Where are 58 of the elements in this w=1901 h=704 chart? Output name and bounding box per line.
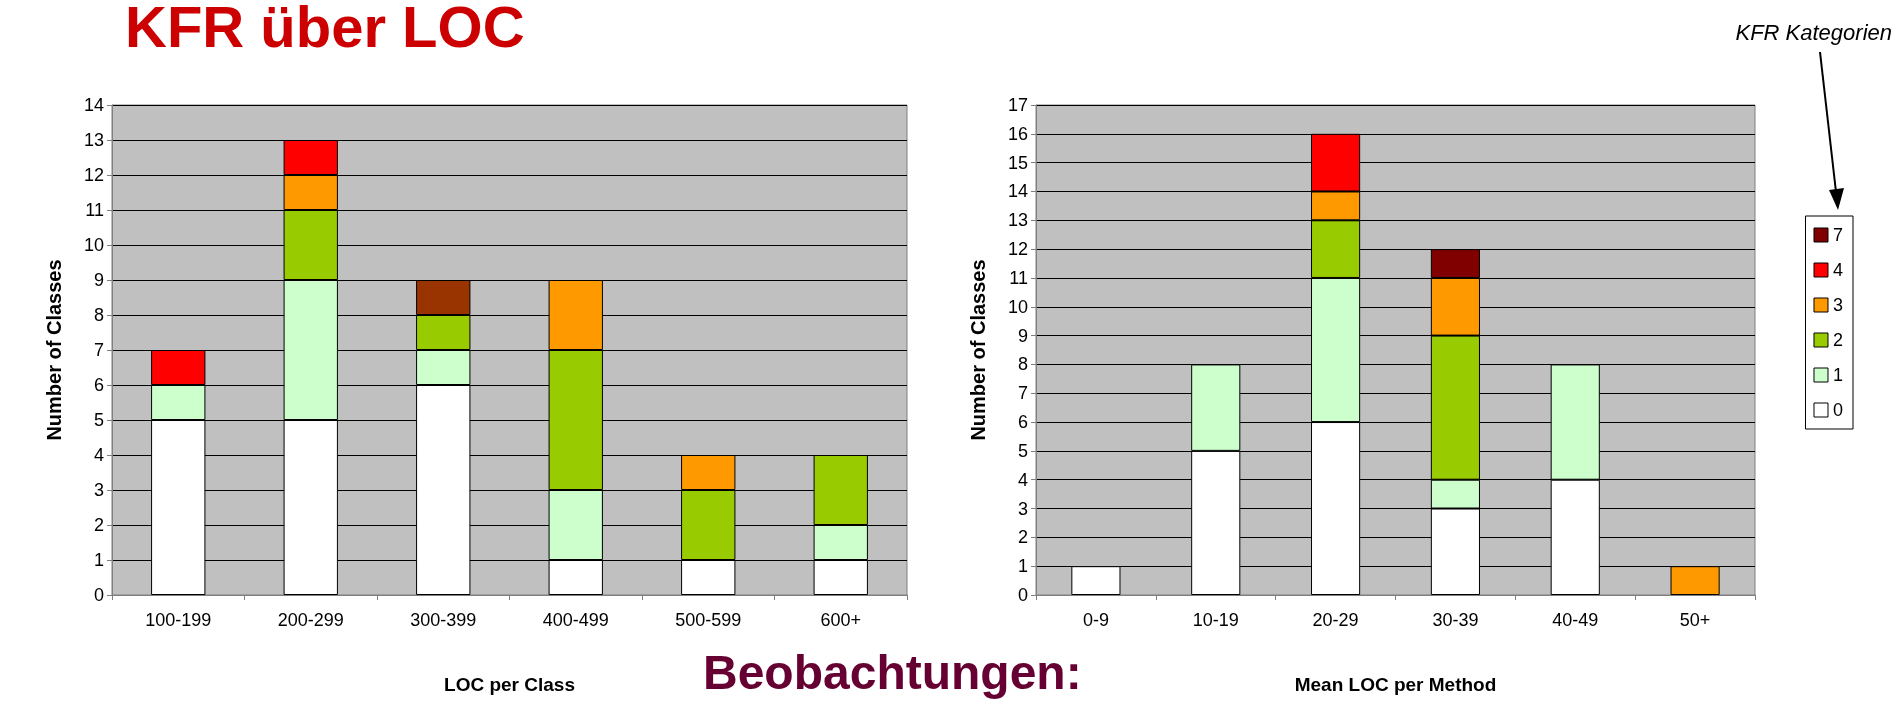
legend-label: 3 (1832, 295, 1843, 315)
legend-label: 7 (1832, 225, 1843, 245)
y-axis-title: Number of Classes (43, 259, 65, 441)
y-tick-label: 12 (83, 165, 104, 185)
y-tick-label: 2 (1017, 527, 1028, 548)
y-tick-label: 11 (1009, 267, 1028, 288)
y-tick-label: 6 (1017, 412, 1028, 433)
x-tick-label: 100-199 (145, 610, 212, 630)
y-tick-label: 1 (1017, 556, 1028, 577)
y-tick-label: 0 (93, 585, 104, 605)
x-tick-label: 500-599 (675, 610, 742, 630)
x-tick-label: 300-399 (410, 610, 477, 630)
y-tick-label: 2 (93, 515, 104, 535)
y-tick-label: 6 (93, 375, 104, 395)
legend-label: 4 (1832, 260, 1843, 280)
legend-label: 1 (1832, 365, 1843, 385)
x-tick-label: 200-299 (277, 610, 344, 630)
y-tick-label: 5 (1017, 440, 1028, 461)
text: Beobachtungen: (703, 645, 1082, 699)
y-tick-label: 9 (1017, 325, 1028, 346)
y-tick-label: 12 (1007, 239, 1028, 260)
x-tick-label: 10-19 (1192, 610, 1239, 630)
y-tick-label: 15 (1007, 152, 1028, 173)
y-tick-label: 4 (93, 445, 104, 465)
y-tick-label: 10 (83, 235, 104, 255)
y-tick-label: 10 (1007, 296, 1028, 317)
legend-label: 2 (1832, 330, 1843, 350)
y-tick-label: 13 (83, 130, 104, 150)
x-tick-label: 30-39 (1432, 610, 1479, 630)
x-tick-label: 20-29 (1312, 610, 1359, 630)
x-tick-label: 0-9 (1082, 610, 1109, 630)
x-tick-label: 600+ (820, 610, 862, 630)
y-tick-label: 7 (93, 340, 104, 360)
legend-label: 0 (1832, 400, 1843, 420)
y-tick-label: 7 (1017, 383, 1028, 404)
y-tick-label: 8 (93, 305, 104, 325)
y-tick-label: 16 (1007, 123, 1028, 144)
y-tick-label: 11 (85, 200, 104, 220)
y-tick-label: 5 (93, 410, 104, 430)
y-tick-label: 14 (1007, 181, 1028, 202)
y-tick-label: 3 (1017, 498, 1028, 519)
y-tick-label: 9 (93, 270, 104, 290)
y-tick-label: 4 (1017, 469, 1028, 490)
y-tick-label: 14 (83, 95, 104, 115)
chart-title: KFR über LOC (125, 0, 525, 59)
x-axis-title: Mean LOC per Method (1294, 674, 1497, 695)
y-tick-label: 1 (93, 550, 104, 570)
y-tick-label: 8 (1017, 354, 1028, 375)
x-axis-title: LOC per Class (444, 674, 575, 695)
y-tick-label: 17 (1007, 95, 1028, 115)
y-tick-label: 13 (1007, 210, 1028, 231)
legend-title: KFR Kategorien (1735, 19, 1893, 45)
y-tick-label: 3 (93, 480, 104, 500)
y-axis-title: Number of Classes (967, 259, 989, 441)
y-tick-label: 0 (1017, 585, 1028, 605)
x-tick-label: 50+ (1679, 610, 1711, 630)
x-tick-label: 400-499 (542, 610, 609, 630)
x-tick-label: 40-49 (1552, 610, 1599, 630)
